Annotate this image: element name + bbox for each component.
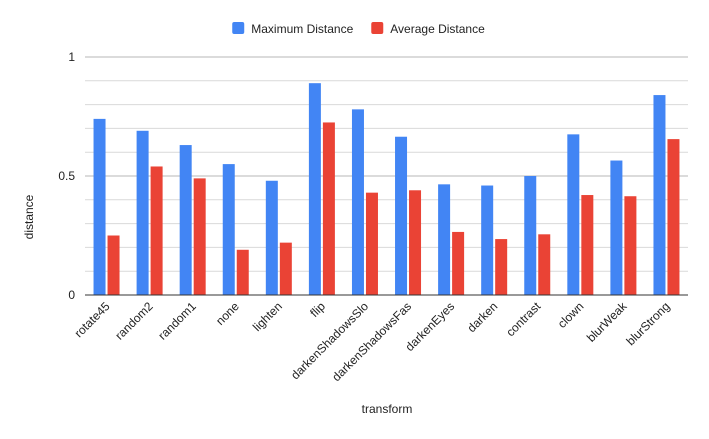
bar-average-distance: [279, 242, 292, 295]
legend-swatch: [371, 22, 384, 34]
bar-average-distance: [409, 190, 422, 295]
x-tick-label: darkenShadowsSlo: [288, 299, 371, 382]
bar-maximum-distance: [438, 184, 451, 295]
bar-maximum-distance: [653, 95, 666, 295]
x-tick-label: contrast: [503, 299, 544, 340]
bar-average-distance: [581, 195, 594, 295]
bar-average-distance: [150, 166, 163, 295]
bar-average-distance: [107, 235, 120, 295]
x-axis-title: transform: [362, 402, 413, 416]
x-tick-label: rotate45: [72, 299, 113, 340]
bar-maximum-distance: [93, 118, 106, 295]
bar-maximum-distance: [265, 180, 278, 295]
bar-average-distance: [538, 234, 551, 295]
y-tick-label: 1: [68, 50, 75, 64]
x-tick-label: none: [213, 299, 242, 328]
y-tick-label: 0.5: [58, 169, 75, 183]
bar-average-distance: [193, 178, 206, 295]
bars: [93, 83, 680, 296]
y-axis-title: distance: [22, 194, 36, 239]
bar-maximum-distance: [136, 130, 149, 295]
bar-average-distance: [667, 139, 680, 295]
x-tick-label: clown: [555, 299, 587, 331]
bar-average-distance: [365, 192, 378, 295]
legend: Maximum Distance Average Distance: [232, 22, 485, 36]
bar-average-distance: [452, 231, 465, 295]
bar-average-distance: [624, 196, 637, 295]
bar-maximum-distance: [395, 136, 408, 295]
legend-label: Maximum Distance: [251, 22, 353, 36]
bar-maximum-distance: [351, 109, 364, 295]
bar-maximum-distance: [567, 134, 580, 295]
bar-maximum-distance: [179, 145, 192, 295]
x-tick-label: lighten: [250, 299, 285, 334]
bar-maximum-distance: [481, 185, 494, 295]
bar-maximum-distance: [222, 164, 235, 295]
bar-maximum-distance: [610, 160, 623, 295]
x-tick-label: flip: [307, 299, 328, 320]
bar-average-distance: [322, 122, 335, 295]
gridlines: [85, 56, 688, 296]
x-tick-label: blurStrong: [624, 299, 673, 348]
x-tick-label: darken: [464, 299, 500, 335]
x-tick-label: random2: [112, 299, 156, 343]
bar-average-distance: [236, 249, 249, 295]
y-tick-label: 0: [68, 288, 75, 302]
x-tick-label: random1: [155, 299, 199, 343]
x-tick-label: darkenShadowsFas: [329, 299, 414, 384]
legend-swatch: [232, 22, 245, 34]
bar-average-distance: [495, 239, 508, 295]
bar-maximum-distance: [308, 83, 321, 296]
bar-maximum-distance: [524, 176, 537, 295]
legend-label: Average Distance: [390, 22, 485, 36]
